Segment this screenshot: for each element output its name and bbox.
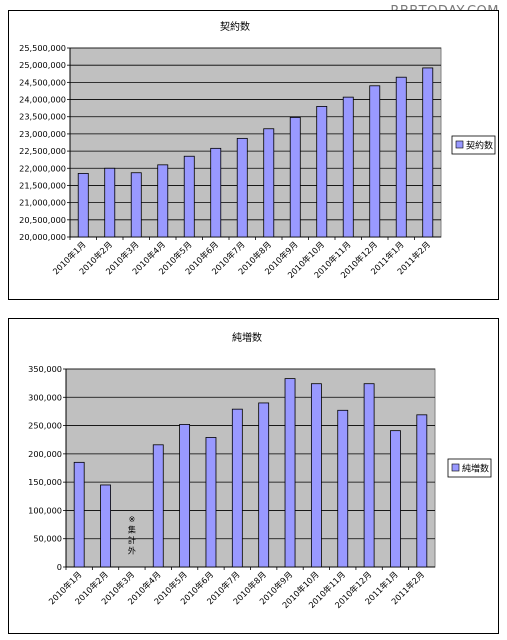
bar	[395, 76, 407, 238]
bar	[258, 402, 270, 568]
bar	[316, 106, 328, 238]
bar	[179, 424, 191, 568]
y-tick-label: 50,000	[33, 534, 62, 544]
bar	[104, 167, 116, 238]
y-tick-label: 300,000	[28, 392, 62, 402]
bar	[337, 409, 349, 568]
bar	[284, 378, 296, 568]
y-tick-label: 23,000,000	[19, 129, 66, 139]
y-tick-label: 20,500,000	[19, 215, 66, 225]
chart-panel-contracts: 契約数 20,000,000 20,500,000 21,000,000 21,500,…	[8, 10, 499, 300]
y-tick-label: 25,000,000	[19, 60, 66, 70]
bar	[157, 164, 169, 238]
annotation-label: ※集計外	[128, 514, 136, 556]
plot-area	[65, 368, 436, 568]
bar	[130, 172, 142, 238]
bar	[310, 383, 322, 568]
plot-area	[69, 47, 442, 238]
bar	[289, 117, 301, 238]
bar	[263, 128, 275, 238]
bar	[363, 383, 375, 568]
bar	[73, 461, 85, 568]
y-tick-label: 25,500,000	[19, 43, 66, 53]
y-tick-label: 20,000,000	[19, 232, 66, 242]
legend-swatch	[451, 463, 460, 472]
chart-panel-net-increase: 純増数 0 50,000 100,000 150,000 200,000 250,000 30…	[8, 318, 499, 634]
y-tick-label: 350,000	[28, 364, 62, 374]
bar	[422, 67, 434, 238]
legend-box	[451, 135, 496, 155]
y-tick-label: 0	[57, 562, 62, 572]
bar	[210, 147, 222, 238]
y-tick-label: 250,000	[28, 421, 62, 431]
chart-title: 純増数	[232, 331, 262, 344]
y-tick-label: 21,500,000	[19, 180, 66, 190]
legend-label: 契約数	[466, 140, 493, 152]
y-tick-label: 22,000,000	[19, 163, 66, 173]
y-tick-label: 21,000,000	[19, 198, 66, 208]
contracts-bar-chart: 契約数 20,000,000 20,500,000 21,000,000 21,500,…	[19, 20, 496, 280]
bar	[205, 437, 217, 568]
y-tick-label: 24,000,000	[19, 95, 66, 105]
y-tick-label: 24,500,000	[19, 77, 66, 87]
bar	[416, 414, 428, 568]
y-tick-label: 200,000	[28, 449, 62, 459]
y-tick-label: 100,000	[28, 505, 62, 515]
legend-box	[447, 458, 492, 478]
bar	[77, 173, 89, 238]
bar	[100, 484, 111, 568]
y-tick-label: 23,500,000	[19, 112, 66, 122]
y-tick-label: 150,000	[28, 477, 62, 487]
bar	[390, 430, 401, 568]
legend-label: 純増数	[462, 463, 489, 475]
bar	[236, 137, 248, 238]
bar	[369, 85, 381, 238]
legend-swatch	[455, 140, 464, 149]
bar	[152, 444, 164, 568]
chart-title: 契約数	[220, 20, 250, 33]
bar	[342, 96, 354, 238]
y-tick-label: 22,500,000	[19, 146, 66, 156]
bar	[231, 408, 243, 568]
bar	[183, 155, 195, 238]
net-increase-bar-chart: 純増数 0 50,000 100,000 150,000 200,000 250,000 30…	[28, 331, 492, 610]
